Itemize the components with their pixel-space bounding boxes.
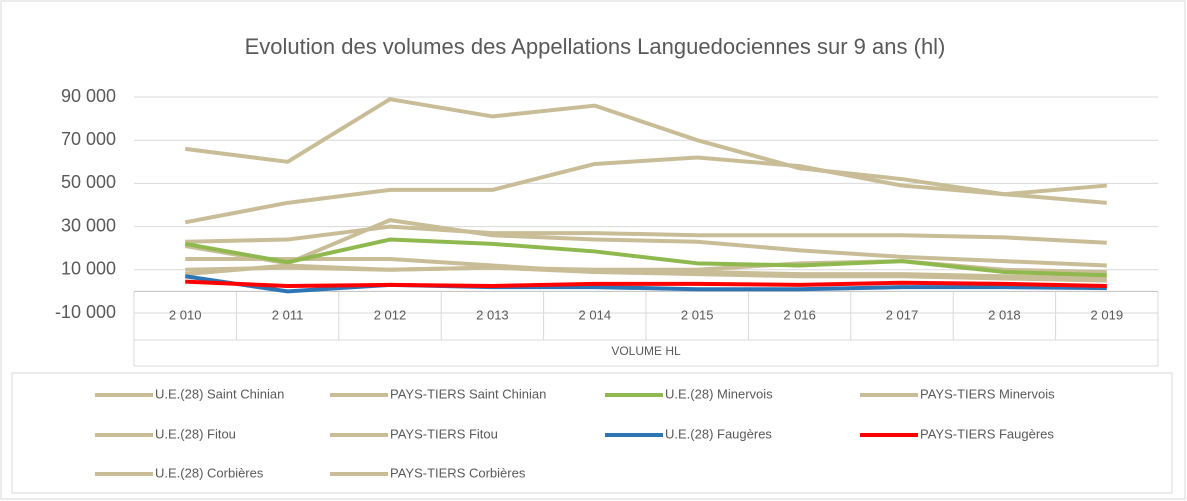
- legend-label: U.E.(28) Saint Chinian: [155, 386, 284, 401]
- legend-label: PAYS-TIERS Fitou: [390, 426, 498, 441]
- chart-title: Evolution des volumes des Appellations L…: [245, 34, 946, 59]
- series-line: [185, 279, 1107, 288]
- y-tick-label: 30 000: [61, 215, 116, 235]
- legend-label: PAYS-TIERS Saint Chinian: [390, 386, 546, 401]
- legend-label: U.E.(28) Corbières: [155, 465, 264, 480]
- series-line: [184, 218, 1107, 268]
- legend-label: U.E.(28) Faugères: [665, 426, 772, 441]
- series-line: [184, 237, 1107, 278]
- legend-label: PAYS-TIERS Corbières: [390, 465, 526, 480]
- legend-label: PAYS-TIERS Minervois: [920, 386, 1055, 401]
- x-tick-label: 2 018: [988, 307, 1021, 322]
- legend-label: U.E.(28) Minervois: [665, 386, 773, 401]
- x-tick-label: 2 019: [1091, 307, 1124, 322]
- x-tick-label: 2 011: [272, 307, 304, 322]
- y-tick-label: -10 000: [55, 302, 116, 322]
- legend-box: [11, 372, 1173, 494]
- series-line: [185, 265, 1107, 283]
- y-tick-label: 50 000: [61, 172, 116, 192]
- series-line: [184, 97, 1107, 205]
- x-tick-label: 2 017: [886, 307, 919, 322]
- x-axis-label: VOLUME HL: [611, 344, 681, 358]
- y-tick-label: 10 000: [61, 259, 116, 279]
- x-tick-label: 2 014: [579, 307, 612, 322]
- y-tick-label: 70 000: [61, 129, 116, 149]
- legend-label: U.E.(28) Fitou: [155, 426, 236, 441]
- x-tick-label: 2 015: [681, 307, 714, 322]
- legend-label: PAYS-TIERS Faugères: [920, 426, 1054, 441]
- x-tick-label: 2 010: [169, 307, 202, 322]
- series-line: [184, 155, 1107, 225]
- x-tick-label: 2 016: [783, 307, 816, 322]
- x-tick-label: 2 013: [476, 307, 509, 322]
- series-line: [185, 224, 1107, 245]
- y-tick-label: 90 000: [61, 86, 116, 106]
- x-tick-label: 2 012: [374, 307, 407, 322]
- series-line: [184, 274, 1107, 294]
